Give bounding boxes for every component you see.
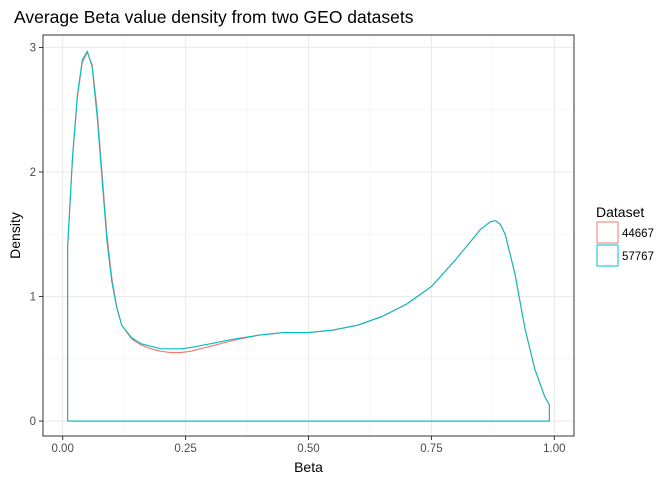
legend-label: 44667 xyxy=(622,228,654,240)
y-axis-ticks: 0 1 2 3 xyxy=(30,42,43,428)
y-tick-label: 0 xyxy=(30,416,36,428)
x-axis-title: Beta xyxy=(294,459,323,475)
legend-key-44667 xyxy=(596,221,619,244)
density-line-57767 xyxy=(67,50,550,422)
x-tick-label: 0.50 xyxy=(297,443,319,455)
y-tick-label: 1 xyxy=(30,292,36,304)
x-tick-label: 1.00 xyxy=(543,443,565,455)
plot-panel xyxy=(42,34,575,437)
legend: Dataset 44667 57767 xyxy=(596,204,654,267)
grid-lines xyxy=(43,35,574,436)
x-tick-label: 0.75 xyxy=(420,443,442,455)
series-layer xyxy=(67,50,550,422)
x-tick-label: 0.00 xyxy=(51,443,73,455)
legend-key-57767 xyxy=(596,244,619,267)
chart-title: Average Beta value density from two GEO … xyxy=(14,7,414,27)
y-tick-label: 3 xyxy=(30,42,36,54)
y-tick-label: 2 xyxy=(30,167,36,179)
y-axis-title: Density xyxy=(7,212,23,259)
x-tick-label: 0.25 xyxy=(174,443,196,455)
x-axis-ticks: 0.00 0.25 0.50 0.75 1.00 xyxy=(51,436,566,455)
legend-title: Dataset xyxy=(596,204,644,220)
legend-label: 57767 xyxy=(622,251,654,263)
